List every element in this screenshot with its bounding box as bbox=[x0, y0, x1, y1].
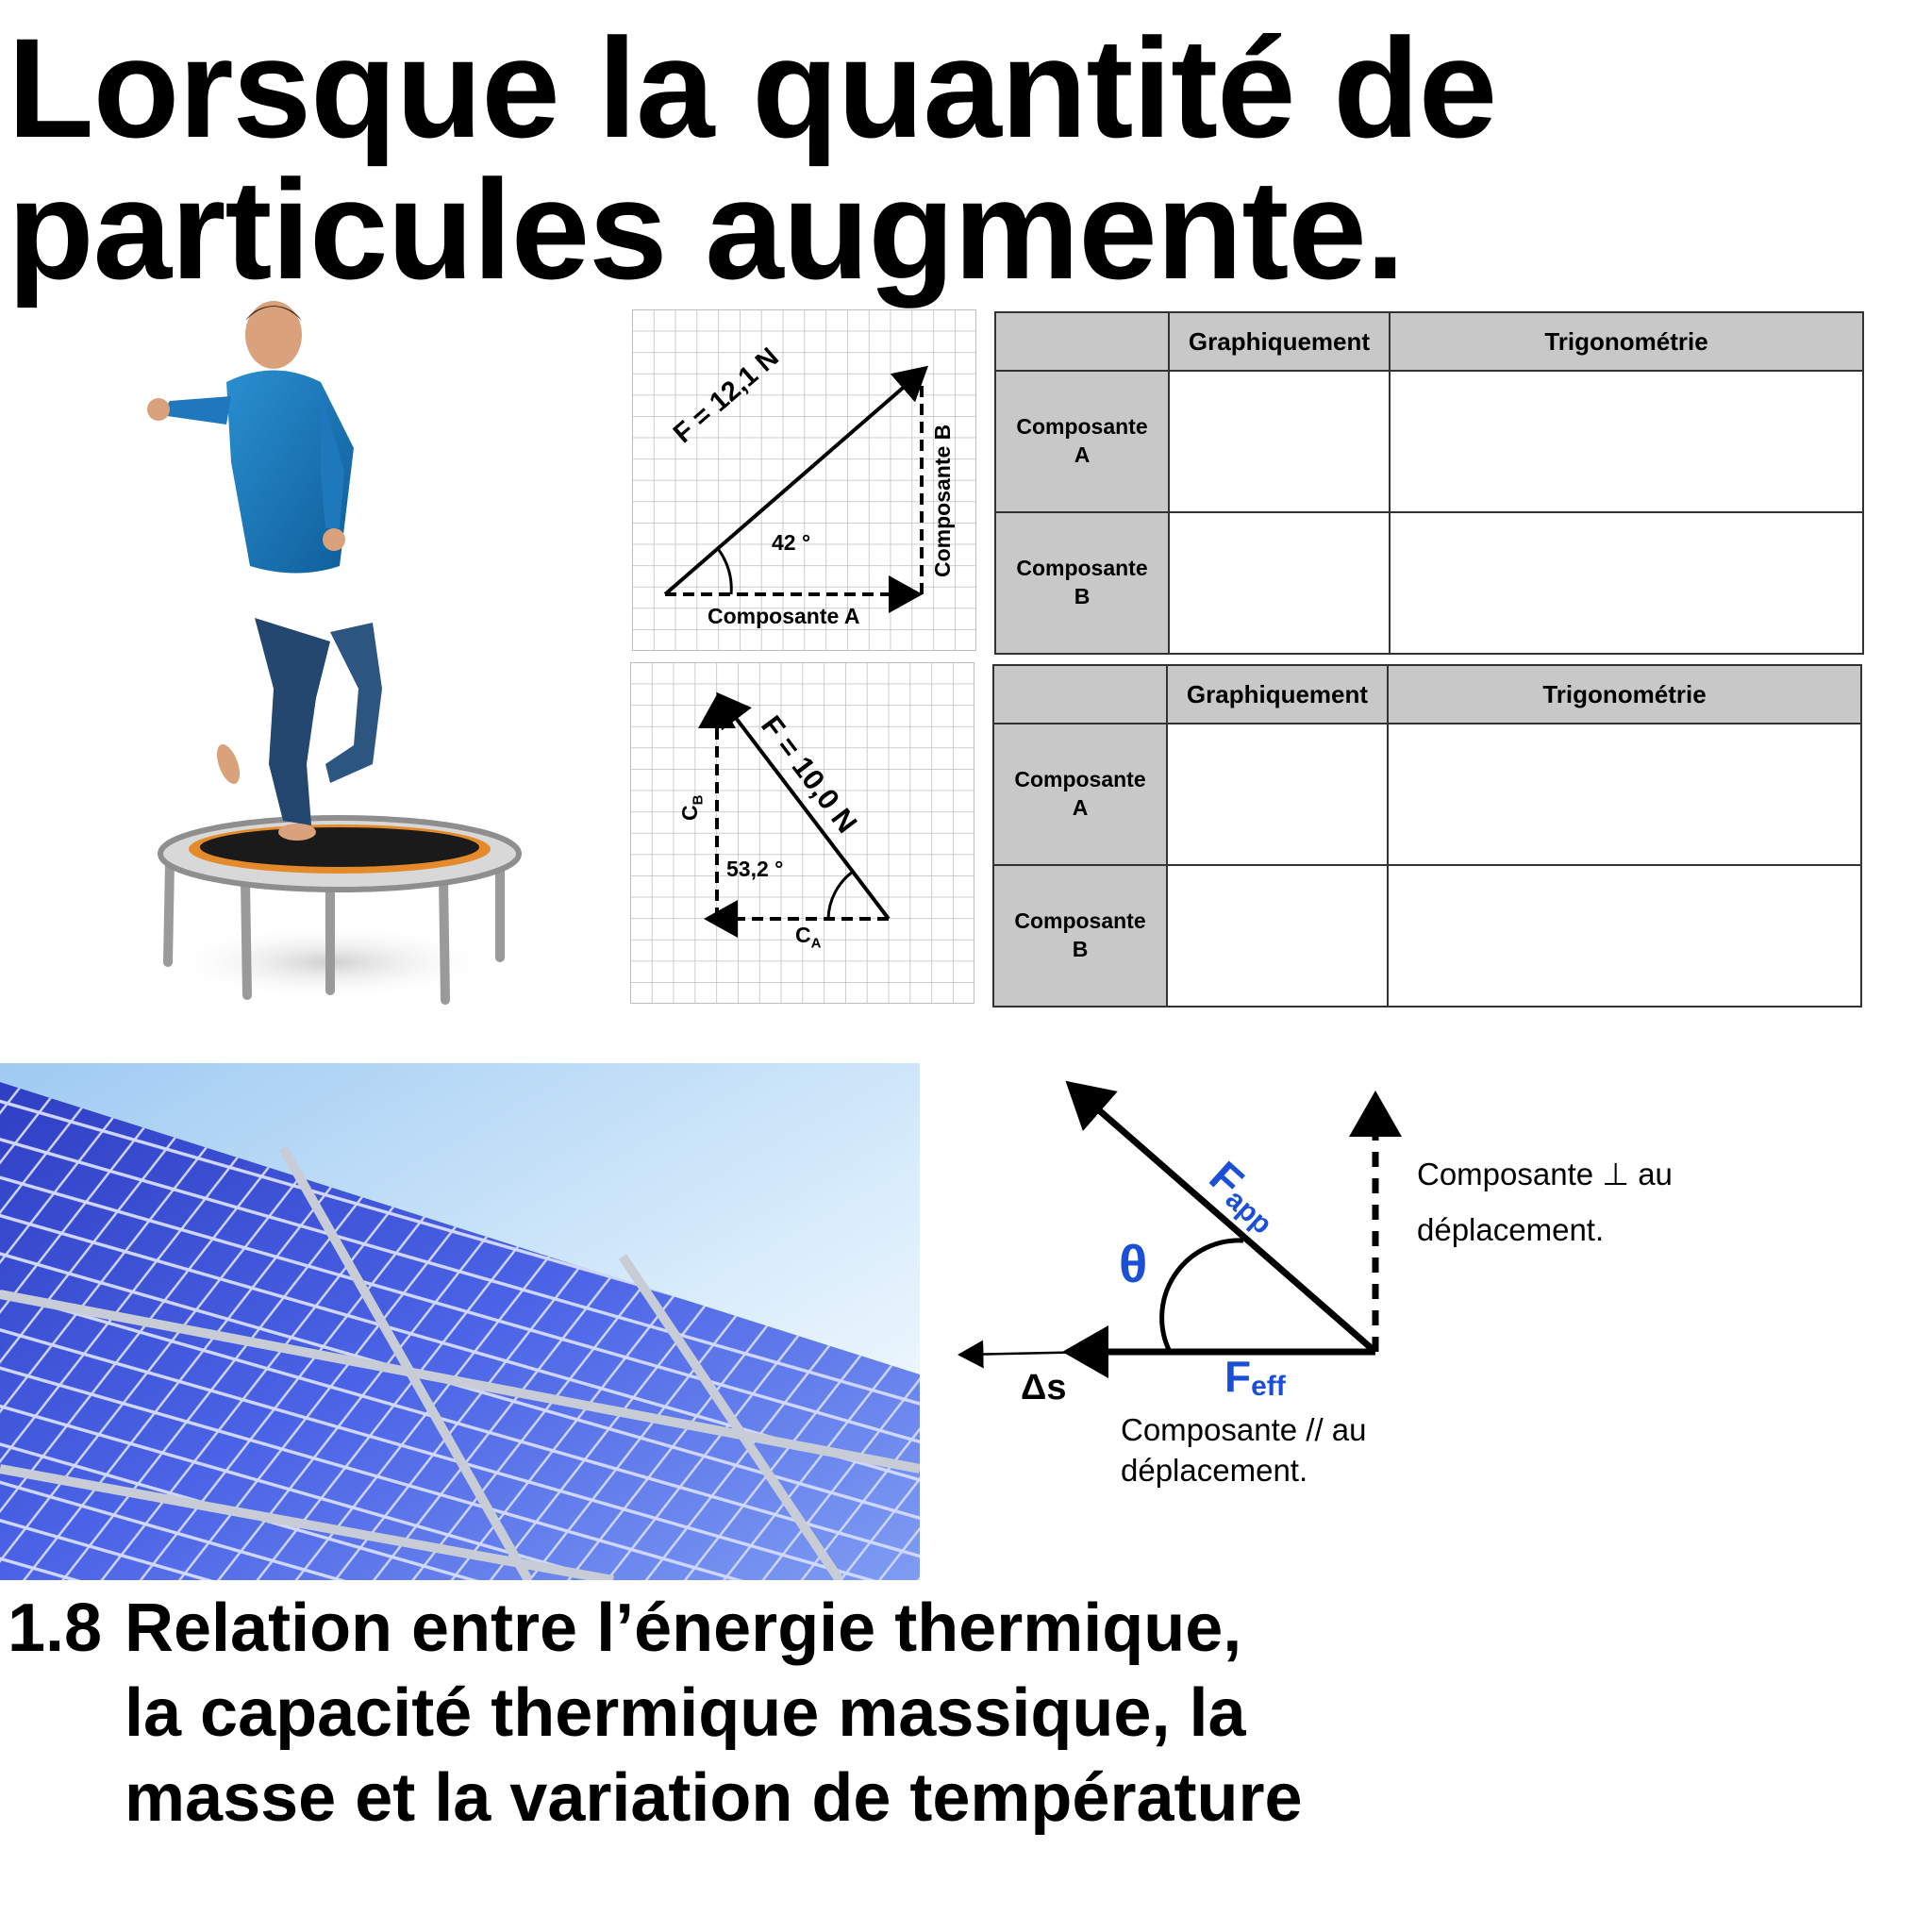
angle-label-1: 42 ° bbox=[772, 530, 811, 555]
answer-cell-b-trig[interactable] bbox=[1387, 864, 1862, 1008]
heading-line-1: Lorsque la quantité de bbox=[8, 8, 1497, 167]
force-vector-2 bbox=[716, 691, 891, 921]
displacement-label: Δs bbox=[1021, 1368, 1067, 1407]
table-corner bbox=[994, 311, 1170, 372]
row-header-component-a: Composante A bbox=[992, 723, 1168, 866]
solar-panels-photo bbox=[0, 1063, 920, 1580]
components-table-2: Graphiquement Trigonométrie Composante A… bbox=[992, 664, 1862, 1008]
component-b-label-1: Composante B bbox=[930, 424, 955, 577]
answer-cell-a-graph[interactable] bbox=[1168, 370, 1391, 513]
answer-cell-b-graph[interactable] bbox=[1168, 511, 1391, 655]
column-header-graph: Graphiquement bbox=[1166, 664, 1389, 724]
vector-diagram-2 bbox=[630, 662, 974, 1004]
theta-arc bbox=[1159, 1238, 1244, 1354]
row-header-component-a: Composante A bbox=[994, 370, 1170, 513]
component-cb-label: CB bbox=[677, 794, 707, 821]
angle-arc-1 bbox=[717, 549, 733, 595]
vector-diagram-1 bbox=[632, 309, 976, 651]
answer-cell-b-trig[interactable] bbox=[1389, 511, 1864, 655]
f-app-arrow bbox=[1065, 1080, 1378, 1355]
section-title-line-2: la capacité thermique massique, la bbox=[125, 1675, 1246, 1751]
section-number: 1.8 bbox=[8, 1591, 103, 1666]
answer-cell-a-trig[interactable] bbox=[1389, 370, 1864, 513]
f-eff-label: Feff bbox=[1224, 1352, 1286, 1403]
section-title-line-3: masse et la variation de température bbox=[125, 1760, 1303, 1836]
angle-label-2: 53,2 ° bbox=[726, 857, 784, 881]
displacement-arrow bbox=[958, 1340, 1095, 1369]
row-header-component-b: Composante B bbox=[992, 864, 1168, 1008]
row-header-component-b: Composante B bbox=[994, 511, 1170, 655]
perpendicular-caption: Composante ⊥ au déplacement. bbox=[1417, 1157, 1673, 1248]
section-title-line-1: Relation entre l’énergie thermique, bbox=[125, 1591, 1242, 1666]
work-force-diagram bbox=[958, 1080, 1402, 1378]
answer-cell-b-graph[interactable] bbox=[1166, 864, 1389, 1008]
column-header-trig: Trigonométrie bbox=[1387, 664, 1862, 724]
table-corner bbox=[992, 664, 1168, 724]
trampoline-photo bbox=[147, 301, 522, 1005]
angle-arc-2 bbox=[826, 870, 854, 920]
answer-cell-a-graph[interactable] bbox=[1166, 723, 1389, 866]
answer-cell-a-trig[interactable] bbox=[1387, 723, 1862, 866]
parallel-caption: Composante // au déplacement. bbox=[1121, 1412, 1367, 1488]
component-a-label-1: Composante A bbox=[708, 604, 860, 628]
heading-line-2: particules augmente. bbox=[8, 150, 1405, 308]
component-ca-label: CA bbox=[795, 923, 822, 952]
column-header-trig: Trigonométrie bbox=[1389, 311, 1864, 372]
theta-label: θ bbox=[1119, 1234, 1148, 1293]
components-table-1: Graphiquement Trigonométrie Composante A… bbox=[994, 311, 1864, 655]
force-vector-1 bbox=[663, 365, 929, 596]
column-header-graph: Graphiquement bbox=[1168, 311, 1391, 372]
